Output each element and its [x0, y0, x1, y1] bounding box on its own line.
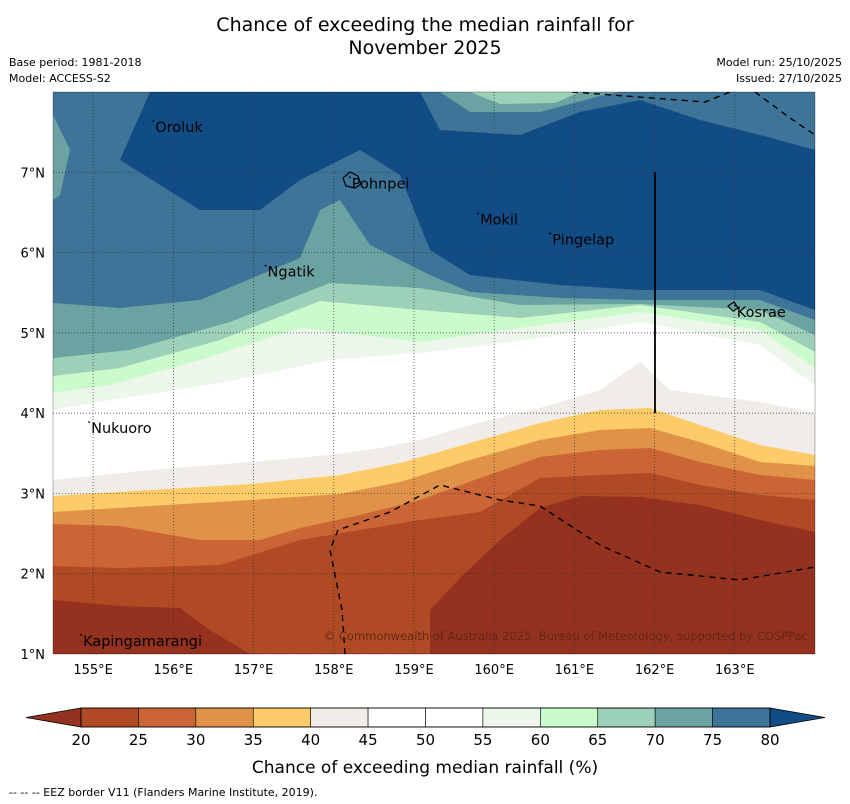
- lon-tick-label: 160°E: [474, 663, 514, 678]
- lat-tick-label: 2°N: [21, 568, 46, 583]
- colorbar-segment: [654, 707, 713, 728]
- place-label: Pohnpei: [352, 176, 410, 192]
- latitude-tick-labels: 1°N 2°N 3°N 4°N 5°N 6°N 7°N: [21, 166, 46, 663]
- colorbar-tick-label: 60: [531, 731, 550, 749]
- lat-tick-label: 5°N: [21, 327, 46, 342]
- place-marker: [88, 421, 90, 424]
- place-label: Kapingamarangi: [83, 634, 202, 650]
- colorbar-tick-label: 55: [473, 731, 492, 749]
- copyright-text: © Commonwealth of Australia 2025, Bureau…: [324, 629, 808, 643]
- lat-tick-label: 7°N: [21, 166, 46, 181]
- colorbar-segment: [367, 707, 426, 728]
- colorbar-tick-label: 30: [186, 731, 205, 749]
- colorbar-tick-label: 40: [301, 731, 320, 749]
- colorbar-segment: [138, 707, 197, 728]
- lat-tick-label: 6°N: [21, 247, 46, 262]
- title-line-1: Chance of exceeding the median rainfall …: [216, 14, 634, 36]
- model-name: Model: ACCESS-S2: [9, 72, 111, 85]
- metadata-left: Base period: 1981-2018 Model: ACCESS-S2: [9, 55, 141, 87]
- place-labels: Oroluk Pohnpei Mokil Pingelap Ngatik Kosrae Nu…: [80, 120, 786, 650]
- colorbar-segment: [80, 707, 139, 728]
- band-70-left: [53, 115, 70, 200]
- place-marker: [348, 176, 351, 179]
- colorbar-outline: [80, 707, 771, 728]
- title-line-2: November 2025: [348, 37, 502, 59]
- place-label: Mokil: [480, 212, 518, 228]
- colorbar-tick-label: 25: [129, 731, 148, 749]
- lon-tick-label: 163°E: [715, 663, 755, 678]
- kosrae-island-shape: [727, 301, 739, 312]
- model-run-date: Model run: 25/10/2025: [716, 56, 842, 69]
- colorbar-label: Chance of exceeding median rainfall (%): [252, 758, 598, 778]
- map-title: Chance of exceeding the median rainfall …: [0, 14, 850, 60]
- colorbar-segment: [540, 707, 599, 728]
- metadata-right: Model run: 25/10/2025 Issued: 27/10/2025: [716, 55, 842, 87]
- place-marker: [264, 264, 267, 267]
- pohnpei-island-shape: [342, 171, 362, 189]
- place-marker: [80, 634, 82, 636]
- lon-tick-label: 157°E: [234, 663, 274, 678]
- band-under-20-sw: [53, 600, 250, 654]
- base-period: Base period: 1981-2018: [9, 56, 142, 69]
- lon-tick-label: 156°E: [154, 663, 194, 678]
- band-under-20: [430, 496, 815, 654]
- longitude-tick-labels: 155°E 156°E 157°E 158°E 159°E 160°E 161°E 162°E…: [73, 663, 754, 678]
- place-label: Kosrae: [737, 305, 786, 321]
- colorbar-segment: [597, 707, 656, 728]
- place-marker: [549, 232, 552, 235]
- colorbar-segment: [310, 707, 369, 728]
- colorbar-tick-label: 50: [416, 731, 435, 749]
- lat-tick-label: 3°N: [21, 487, 46, 502]
- colorbar-segment: [712, 707, 771, 728]
- map-frame: [52, 91, 816, 655]
- colorbar-segment: [482, 707, 541, 728]
- colorbar-tick-label: 70: [646, 731, 665, 749]
- place-label: Pingelap: [552, 233, 614, 249]
- place-marker: [733, 304, 736, 307]
- place-label: Nukuoro: [91, 421, 152, 437]
- place-marker: [152, 120, 155, 123]
- graticule: [53, 92, 815, 654]
- colorbar-tick-label: 75: [703, 731, 722, 749]
- place-marker: [477, 212, 480, 215]
- place-label: Oroluk: [155, 120, 203, 136]
- issued-date: Issued: 27/10/2025: [735, 72, 842, 85]
- colorbar-tick-label: 65: [588, 731, 607, 749]
- colorbar-under-arrow: [25, 707, 82, 728]
- map-panel[interactable]: Oroluk Pohnpei Mokil Pingelap Ngatik Kosrae Nu…: [53, 88, 815, 804]
- colorbar-tick-label: 35: [244, 731, 263, 749]
- colorbar: 20 25 30 35 40 45 50 55 60 65 70 75 80: [25, 707, 826, 749]
- lon-tick-label: 162°E: [635, 663, 675, 678]
- colorbar-segment: [425, 707, 484, 728]
- eez-footnote: -- -- -- EEZ border V11 (Flanders Marine…: [9, 786, 318, 799]
- eez-border: [329, 92, 815, 654]
- lon-tick-label: 158°E: [314, 663, 354, 678]
- place-label: Ngatik: [268, 265, 316, 281]
- colorbar-over-arrow: [769, 707, 826, 728]
- colorbar-tick-label: 45: [359, 731, 378, 749]
- colorbar-tick-label: 20: [71, 731, 90, 749]
- lon-tick-label: 161°E: [555, 663, 595, 678]
- lon-tick-label: 159°E: [394, 663, 434, 678]
- lat-tick-label: 4°N: [21, 407, 46, 422]
- colorbar-tick-label: 80: [760, 731, 779, 749]
- lon-tick-label: 155°E: [73, 663, 113, 678]
- lat-tick-label: 1°N: [21, 648, 46, 663]
- band-green-top: [470, 92, 580, 104]
- colorbar-segment: [252, 707, 311, 728]
- colorbar-segment: [195, 707, 254, 728]
